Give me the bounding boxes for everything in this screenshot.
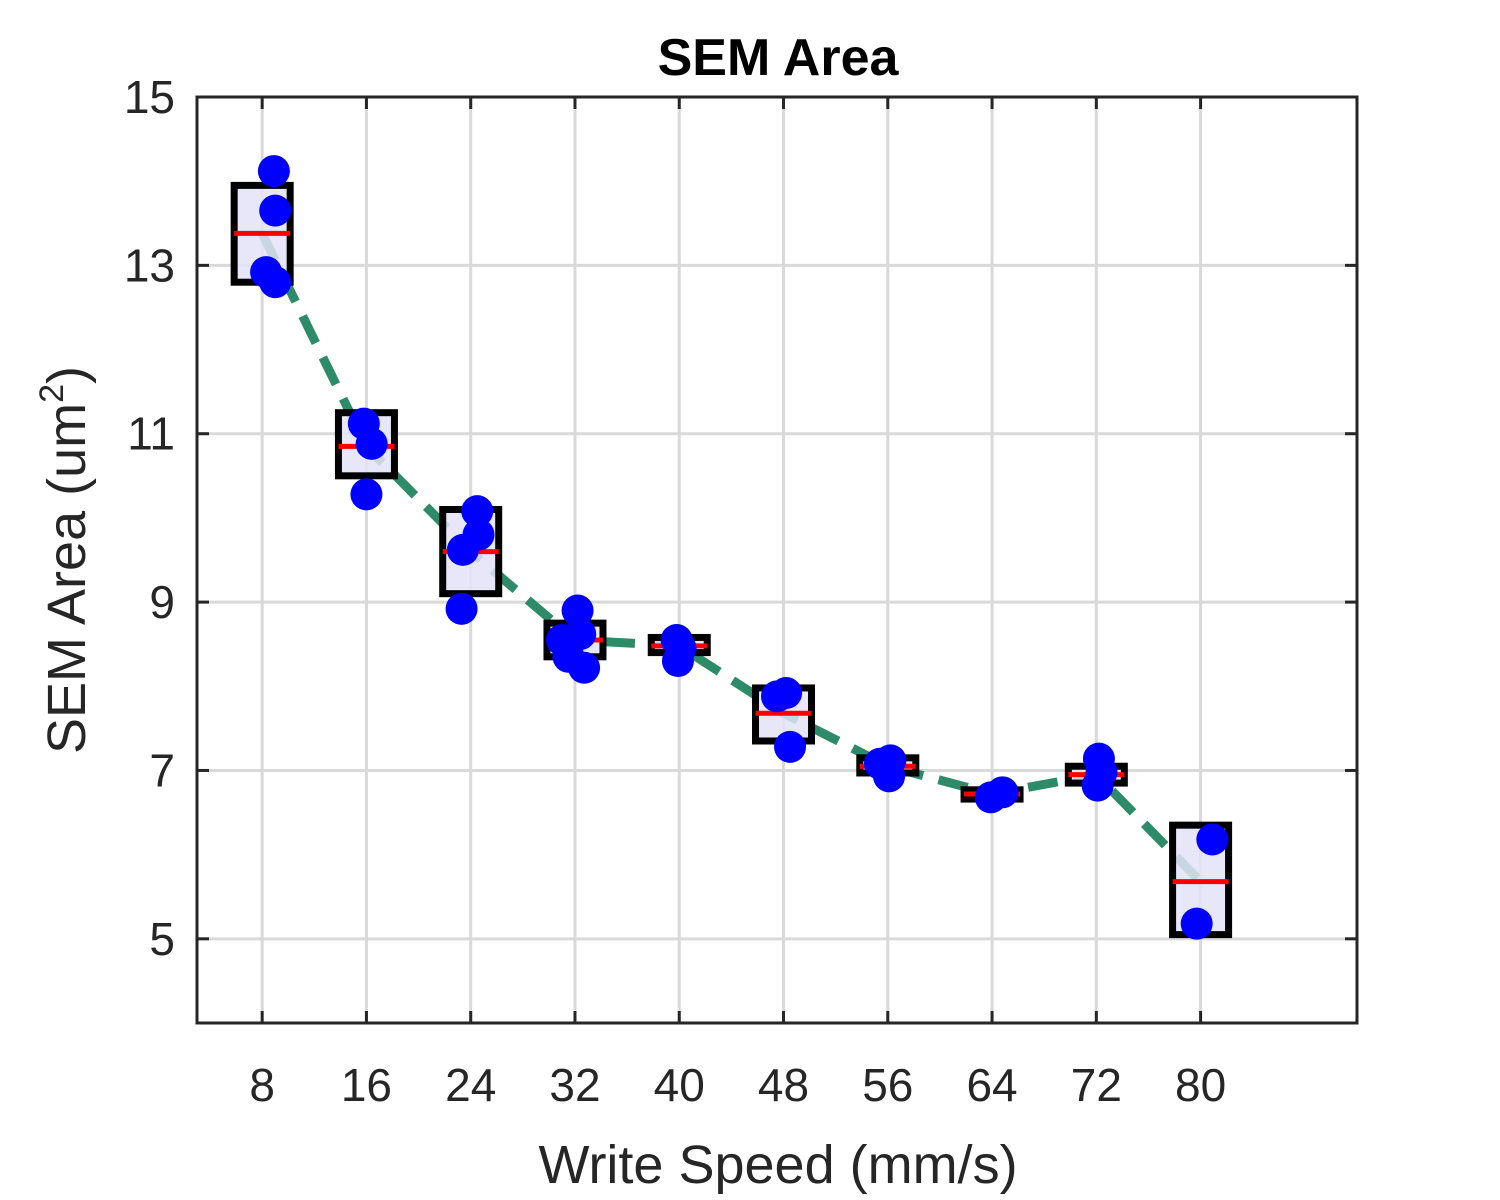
data-point bbox=[355, 427, 388, 460]
data-point bbox=[461, 495, 494, 528]
x-tick-label: 16 bbox=[341, 1059, 392, 1111]
x-tick-labels: 8 16 24 32 40 48 56 64 72 80 bbox=[249, 1059, 1226, 1111]
x-tick-label: 48 bbox=[758, 1059, 809, 1111]
grid bbox=[197, 95, 1357, 1023]
data-point bbox=[568, 651, 601, 684]
data-point bbox=[1081, 769, 1114, 802]
plot-area-frame bbox=[195, 95, 1359, 1025]
data-point bbox=[770, 677, 803, 710]
data-point bbox=[259, 266, 292, 299]
y-tick-label: 5 bbox=[149, 913, 175, 965]
data-point bbox=[561, 594, 594, 627]
data-point bbox=[661, 645, 694, 678]
trend-line bbox=[258, 231, 1204, 885]
data-point bbox=[873, 760, 906, 793]
x-tick-label: 40 bbox=[654, 1059, 705, 1111]
y-axis-title: SEM Area (um2) bbox=[33, 366, 97, 754]
x-tick-label: 56 bbox=[862, 1059, 913, 1111]
x-tick-label: 32 bbox=[549, 1059, 600, 1111]
y-tick-label: 7 bbox=[149, 744, 175, 796]
data-point bbox=[445, 592, 478, 625]
y-axis-title-superscript: 2 bbox=[33, 384, 71, 403]
y-axis-title-text: SEM Area (um bbox=[37, 403, 97, 754]
data-point bbox=[1196, 823, 1229, 856]
data-point bbox=[986, 776, 1019, 809]
chart-title: SEM Area bbox=[658, 29, 900, 87]
data-point bbox=[774, 730, 807, 763]
trend-layer bbox=[258, 231, 1204, 885]
y-axis-title-close: ) bbox=[37, 366, 97, 384]
x-tick-label: 80 bbox=[1175, 1059, 1226, 1111]
x-tick-label: 72 bbox=[1071, 1059, 1122, 1111]
point-layer bbox=[250, 155, 1229, 940]
data-point bbox=[446, 533, 479, 566]
data-point bbox=[259, 194, 292, 227]
y-tick-label: 9 bbox=[149, 576, 175, 628]
data-point bbox=[1180, 907, 1213, 940]
x-tick-label: 8 bbox=[249, 1059, 275, 1111]
x-axis-title: Write Speed (mm/s) bbox=[538, 1135, 1017, 1195]
tick-layer bbox=[197, 95, 1357, 1023]
y-tick-label: 11 bbox=[127, 408, 175, 460]
x-tick-label: 24 bbox=[445, 1059, 496, 1111]
x-tick-label: 64 bbox=[966, 1059, 1017, 1111]
box-layer bbox=[230, 181, 1233, 939]
data-point bbox=[350, 478, 383, 511]
y-tick-label: 13 bbox=[124, 239, 175, 291]
y-tick-label: 15 bbox=[124, 71, 175, 123]
data-point bbox=[257, 155, 290, 188]
y-tick-labels: 5 7 9 11 13 15 bbox=[124, 71, 175, 965]
